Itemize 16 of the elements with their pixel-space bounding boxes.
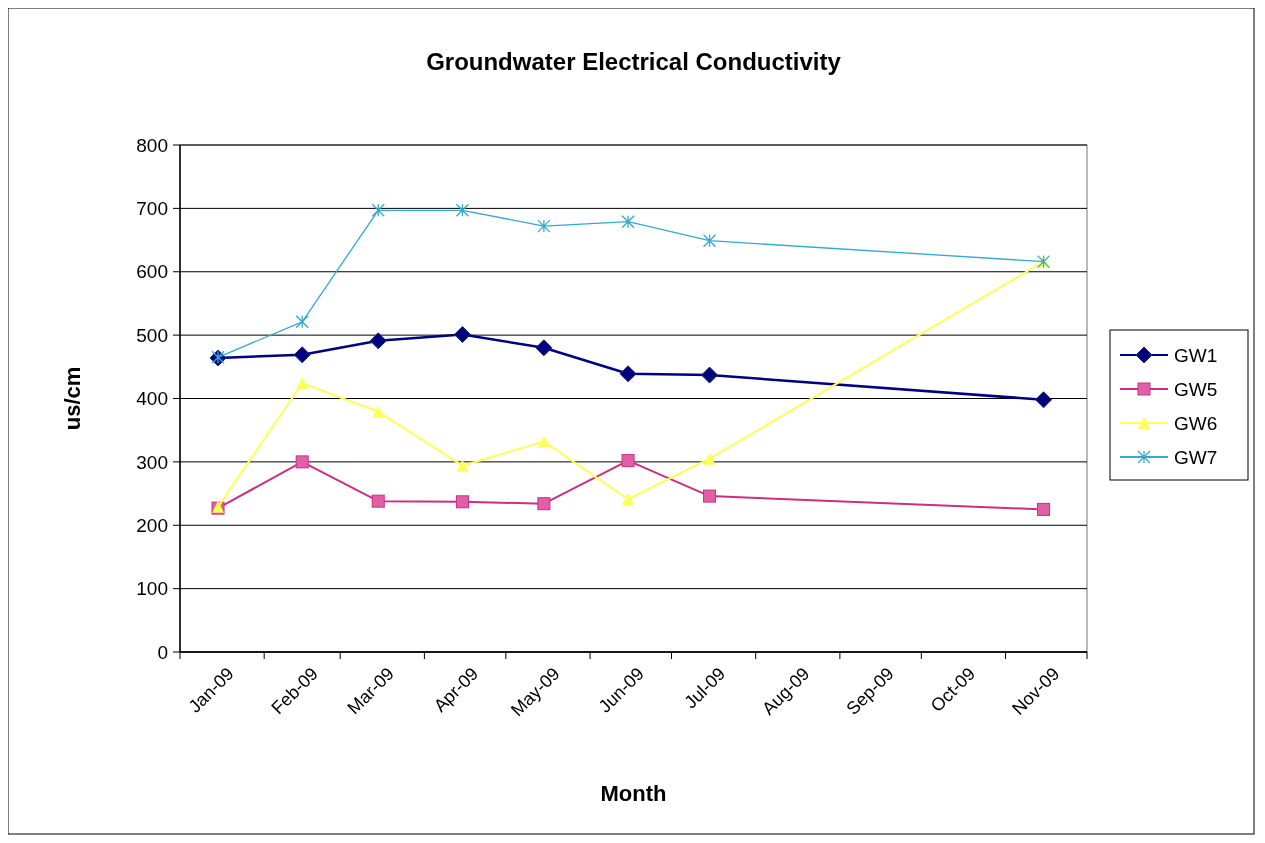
y-tick-label: 0 bbox=[157, 641, 168, 663]
chart-title: Groundwater Electrical Conductivity bbox=[426, 48, 842, 75]
x-axis-title: Month bbox=[600, 781, 667, 806]
legend-label: GW5 bbox=[1174, 378, 1218, 400]
y-tick-label: 500 bbox=[136, 324, 168, 346]
legend-label: GW7 bbox=[1174, 446, 1218, 468]
y-tick-label: 100 bbox=[136, 578, 168, 600]
y-tick-label: 600 bbox=[136, 261, 168, 283]
y-tick-label: 300 bbox=[136, 451, 168, 473]
y-tick-label: 800 bbox=[136, 134, 168, 156]
y-axis-title: us/cm bbox=[60, 366, 85, 431]
legend-label: GW6 bbox=[1174, 412, 1218, 434]
y-tick-label: 200 bbox=[136, 514, 168, 536]
y-tick-label: 700 bbox=[136, 198, 168, 220]
y-tick-label: 400 bbox=[136, 388, 168, 410]
legend-label: GW1 bbox=[1174, 344, 1218, 366]
